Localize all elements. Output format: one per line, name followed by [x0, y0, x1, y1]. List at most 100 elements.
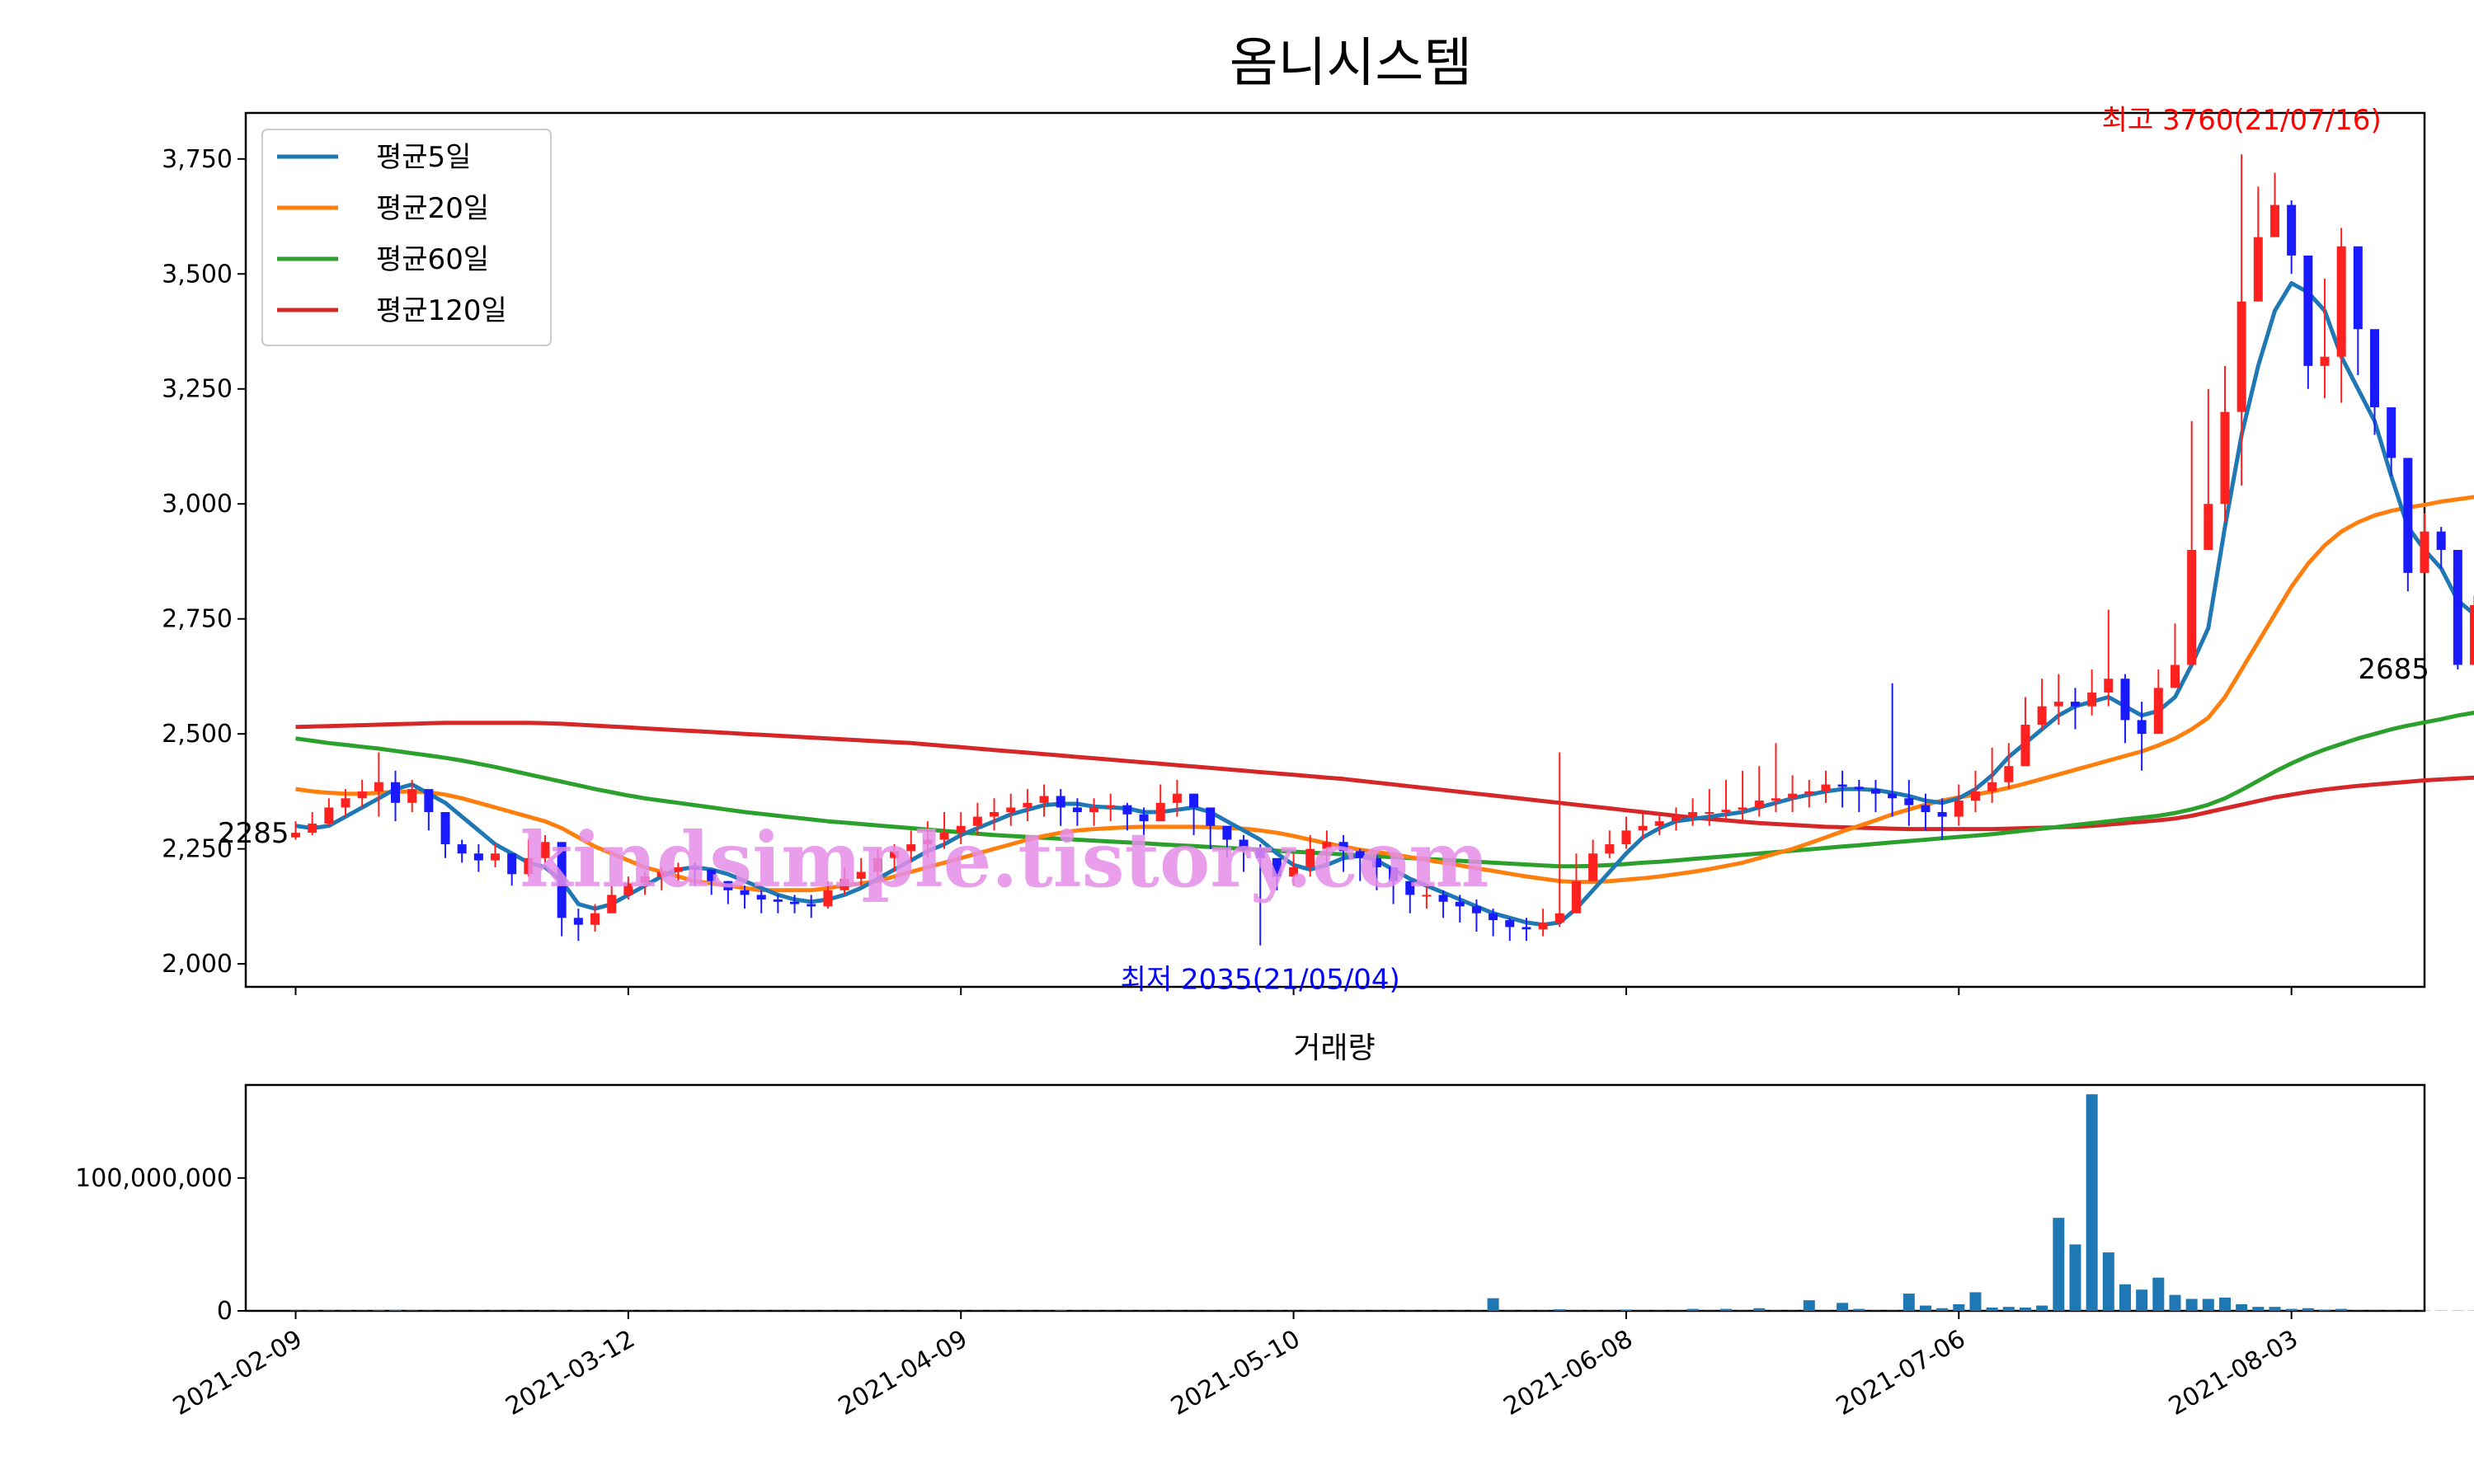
candle-body	[1106, 805, 1116, 808]
candle-body	[407, 789, 417, 803]
candle-body	[2187, 550, 2197, 665]
volume-y-tick-label: 100,000,000	[75, 1164, 233, 1193]
candle-body	[2053, 702, 2063, 707]
candle-body	[2269, 204, 2279, 237]
volume-bar	[2019, 1307, 2031, 1311]
candle-body	[1122, 805, 1132, 815]
volume-bar	[1686, 1308, 1699, 1311]
volume-bar	[2119, 1284, 2131, 1311]
candle-body	[2387, 407, 2396, 458]
candle-body	[2137, 720, 2147, 735]
candle-body	[1638, 825, 1648, 831]
candle-body	[1904, 798, 1914, 805]
candle-body	[1338, 842, 1348, 852]
candle-body	[1705, 812, 1714, 814]
candle-body	[1554, 913, 1564, 923]
candle-body	[1289, 866, 1299, 877]
candle-body	[1837, 784, 1847, 787]
candle-body	[1688, 812, 1698, 817]
candle-body	[1371, 857, 1381, 867]
volume-bar	[1969, 1292, 1982, 1311]
candle-body	[840, 878, 849, 890]
candle-body	[2420, 531, 2429, 573]
volume-bar	[2218, 1297, 2231, 1311]
legend-label: 평균120일	[376, 294, 507, 327]
volume-bars	[289, 1094, 2474, 1311]
volume-panel-frame	[244, 1083, 2426, 1313]
candle-body	[1821, 784, 1831, 791]
candle-body	[2236, 301, 2246, 412]
candle-body	[1954, 801, 1964, 817]
volume-bar	[1936, 1308, 1949, 1311]
volume-bar	[2102, 1252, 2114, 1311]
candle-body	[291, 833, 301, 838]
date-x-tick-label: 2021-05-10	[1166, 1325, 1305, 1421]
volume-bar	[2136, 1289, 2148, 1311]
volume-bar	[2053, 1218, 2065, 1311]
candle-body	[573, 918, 583, 925]
candle-body	[1089, 807, 1099, 812]
candle-body	[1571, 881, 1581, 913]
chart-title: 옴니시스템	[1230, 33, 1472, 94]
volume-bar	[406, 1310, 418, 1311]
price-y-tick-label: 3,500	[162, 260, 233, 289]
candle-body	[707, 869, 717, 881]
date-x-tick-label: 2021-04-09	[834, 1325, 972, 1421]
candle-body	[2204, 504, 2213, 550]
price-y-tick-label: 3,000	[162, 490, 233, 519]
volume-bar	[322, 1310, 335, 1311]
candle-body	[1255, 848, 1265, 858]
candle-body	[756, 895, 766, 899]
annotation-label: 2285	[218, 817, 289, 850]
volume-bar	[1953, 1303, 1965, 1311]
price-y-tick-label: 2,750	[162, 605, 233, 634]
candle-body	[1671, 816, 1681, 822]
volume-bar	[2086, 1094, 2098, 1311]
candle-body	[457, 844, 467, 854]
volume-bar	[2236, 1303, 2248, 1311]
candle-body	[1970, 791, 1980, 801]
candle-body	[972, 816, 982, 826]
candle-body	[1139, 814, 1149, 822]
price-y-tick-label: 2,500	[162, 720, 233, 749]
candle-body	[2153, 688, 2163, 735]
candle-body	[1422, 895, 1432, 897]
candle-body	[1854, 787, 1864, 790]
price-x-axis	[294, 987, 2293, 995]
volume-panel-title: 거래량	[1293, 1031, 1375, 1065]
price-annotations: 최고 3760(21/07/16) 최저 2035(21/05/04) 2285 26…	[218, 104, 2429, 996]
candle-body	[640, 876, 650, 884]
annotation-label: 최저 2035(21/05/04)	[1121, 964, 1400, 997]
candle-body	[923, 839, 933, 845]
candle-body	[524, 857, 534, 875]
volume-bar	[1620, 1309, 1632, 1311]
candle-body	[2120, 679, 2130, 721]
volume-bar	[1919, 1305, 1931, 1311]
candle-body	[341, 798, 350, 808]
candle-body	[856, 871, 866, 879]
candle-body	[1987, 782, 1997, 791]
date-x-tick-label: 2021-08-03	[2164, 1325, 2302, 1421]
volume-bar	[1837, 1303, 1849, 1311]
candle-body	[308, 823, 317, 834]
candle-body	[1804, 791, 1814, 794]
candle-body	[2170, 665, 2180, 688]
volume-bar	[1853, 1308, 1865, 1311]
candle-body	[1438, 895, 1448, 902]
volume-bar	[2202, 1298, 2214, 1311]
date-x-axis: 2021-02-09 2021-03-12 2021-04-09 2021-05-10…	[168, 1311, 2303, 1421]
volume-bar	[2002, 1307, 2015, 1311]
candle-body	[1206, 807, 1216, 826]
volume-y-tick-label: 0	[217, 1297, 233, 1326]
ma-line-120	[295, 721, 2474, 832]
candle-body	[557, 842, 567, 918]
candle-body	[1788, 793, 1798, 799]
candle-body	[1588, 853, 1598, 881]
candle-body	[473, 853, 483, 861]
candle-body	[2253, 237, 2263, 302]
candle-body	[1538, 922, 1548, 930]
candle-body	[1222, 825, 1232, 840]
candle-body	[2070, 702, 2080, 707]
legend-label: 평균20일	[376, 192, 489, 225]
